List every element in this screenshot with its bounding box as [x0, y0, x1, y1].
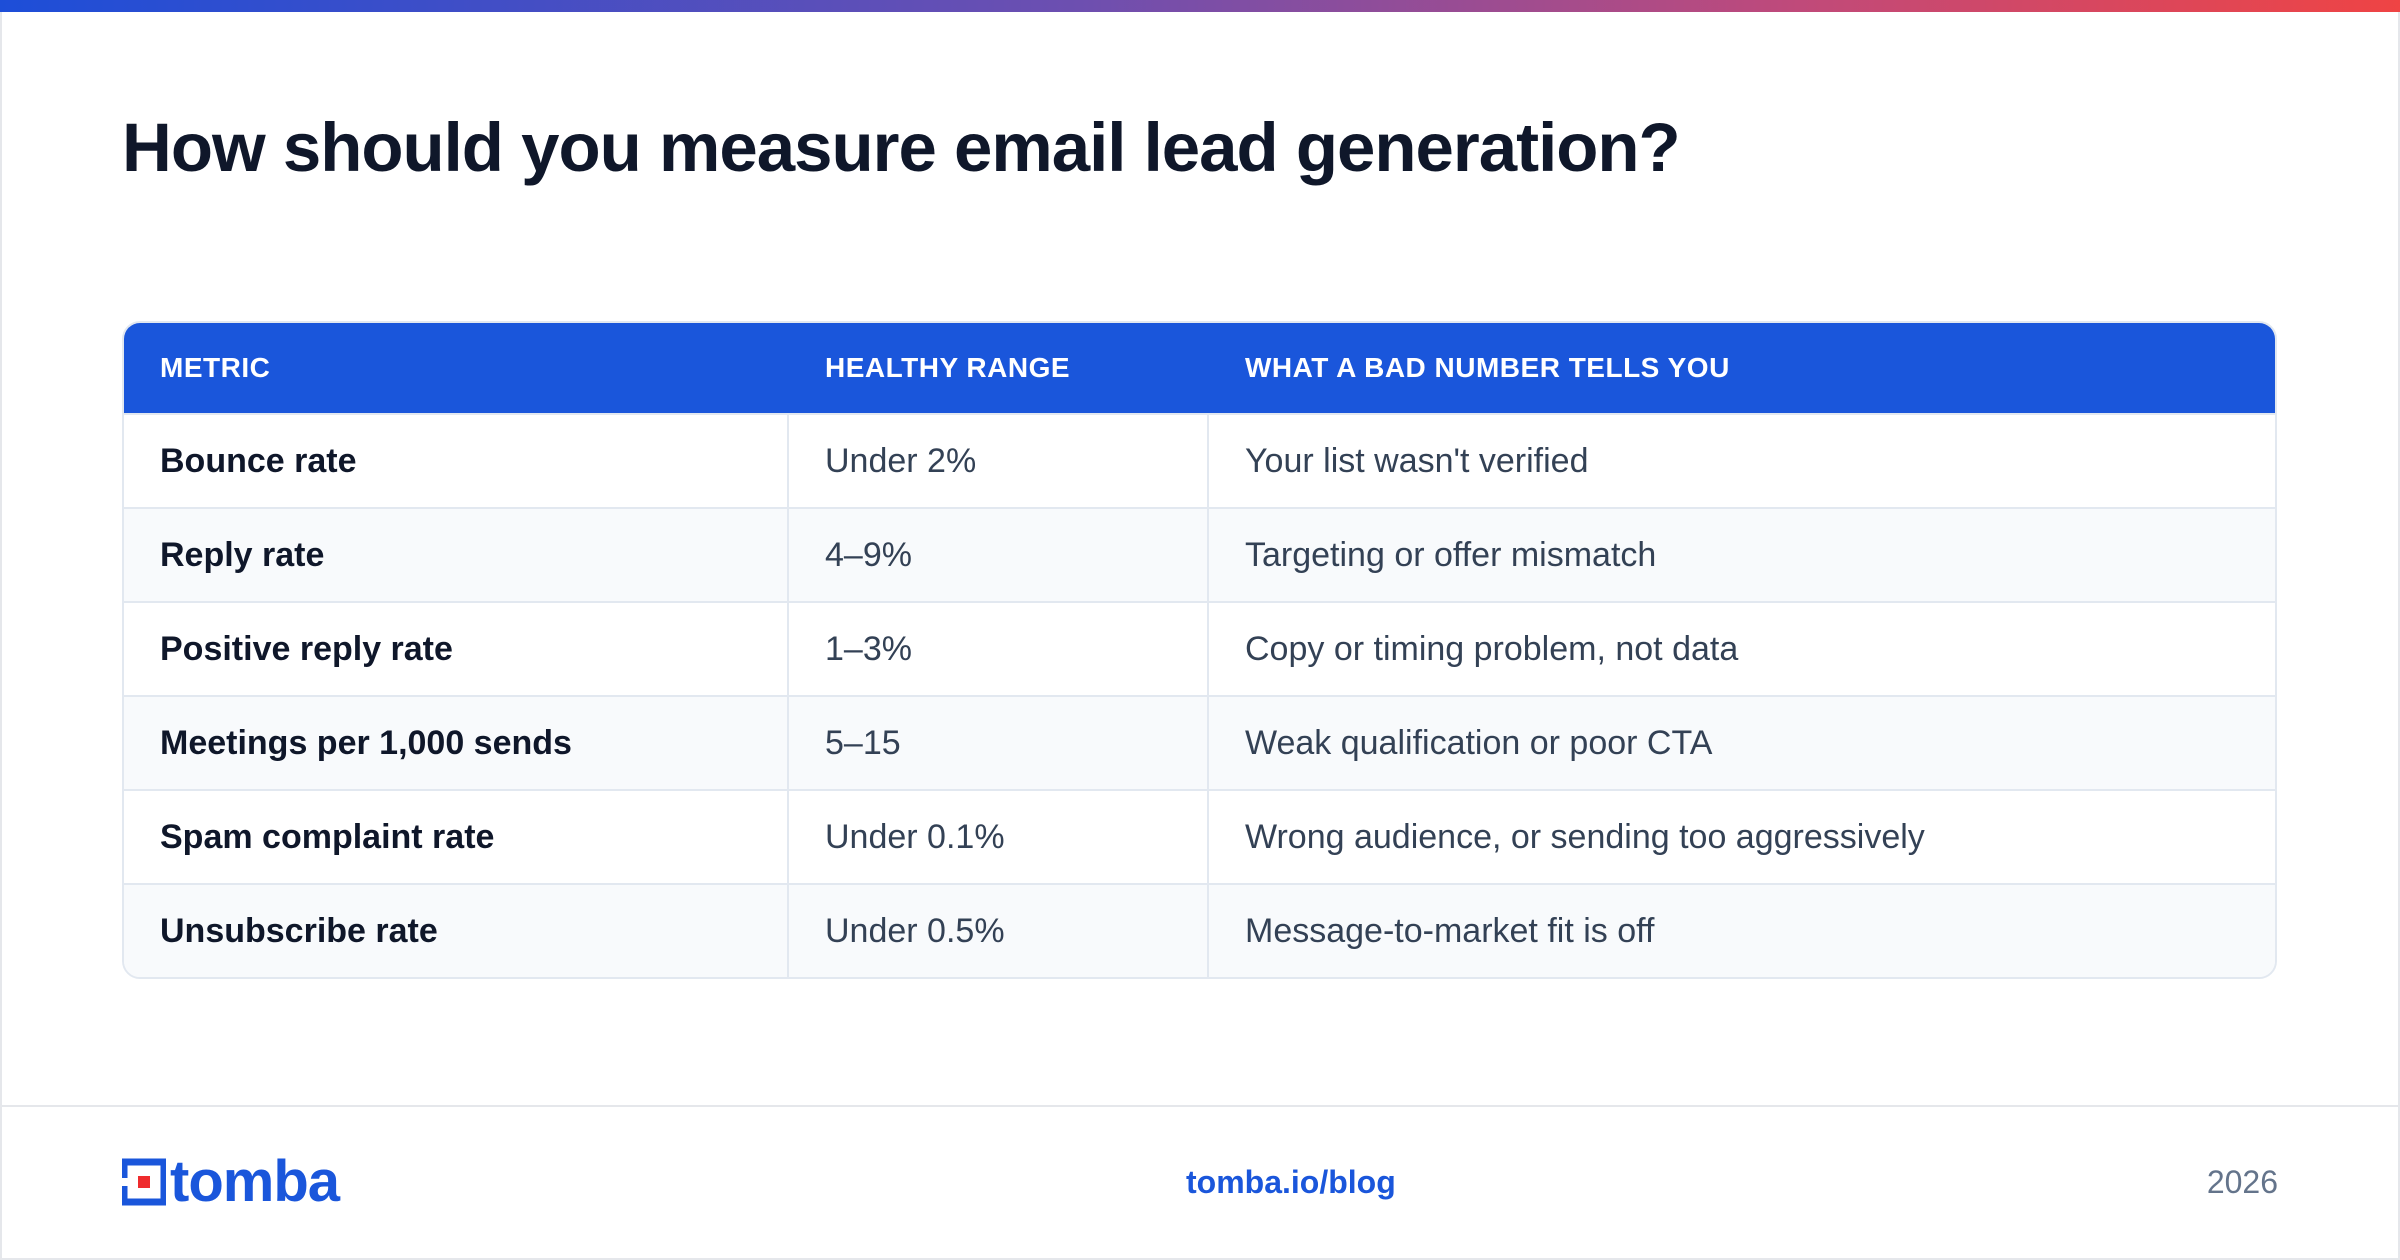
header-healthy-range: HEALTHY RANGE — [825, 352, 1071, 383]
footer-year: 2026 — [2206, 1164, 2278, 1200]
tomba-logo[interactable]: tomba — [120, 1149, 340, 1214]
range-cell: Under 0.5% — [789, 885, 1209, 977]
metric-cell: Reply rate — [124, 509, 789, 601]
table-row: Positive reply rate 1–3% Copy or timing … — [124, 601, 2275, 695]
table-row: Bounce rate Under 2% Your list wasn't ve… — [124, 413, 2275, 507]
blog-link[interactable]: tomba.io/blog — [1186, 1164, 1396, 1200]
meaning-cell: Weak qualification or poor CTA — [1245, 723, 1713, 762]
range-cell: Under 0.1% — [789, 791, 1209, 883]
table-row: Spam complaint rate Under 0.1% Wrong aud… — [124, 789, 2275, 883]
metric-cell: Bounce rate — [124, 415, 789, 507]
table-header: METRIC HEALTHY RANGE WHAT A BAD NUMBER T… — [124, 323, 2275, 413]
header-metric: METRIC — [160, 352, 271, 383]
meaning-cell: Wrong audience, or sending too aggressiv… — [1245, 817, 1925, 856]
range-cell: 5–15 — [789, 697, 1209, 789]
range-cell: Under 2% — [789, 415, 1209, 507]
meaning-cell: Your list wasn't verified — [1245, 441, 1589, 480]
range-cell: 4–9% — [789, 509, 1209, 601]
page-title: How should you measure email lead genera… — [122, 109, 1681, 186]
table-row: Reply rate 4–9% Targeting or offer misma… — [124, 507, 2275, 601]
meaning-cell: Copy or timing problem, not data — [1245, 629, 1739, 668]
footer-divider — [0, 1105, 2400, 1107]
metric-cell: Meetings per 1,000 sends — [124, 697, 789, 789]
tomba-logo-icon — [120, 1158, 168, 1206]
meaning-cell: Message-to-market fit is off — [1245, 911, 1655, 950]
metric-cell: Unsubscribe rate — [124, 885, 789, 977]
range-cell: 1–3% — [789, 603, 1209, 695]
metric-cell: Spam complaint rate — [124, 791, 789, 883]
meaning-cell: Targeting or offer mismatch — [1245, 535, 1657, 574]
header-bad-number: WHAT A BAD NUMBER TELLS YOU — [1245, 352, 1730, 383]
logo-wordmark: tomba — [170, 1149, 340, 1214]
top-gradient-bar — [0, 0, 2400, 12]
table-row: Unsubscribe rate Under 0.5% Message-to-m… — [124, 883, 2275, 977]
metric-cell: Positive reply rate — [124, 603, 789, 695]
table-row: Meetings per 1,000 sends 5–15 Weak quali… — [124, 695, 2275, 789]
metrics-table: METRIC HEALTHY RANGE WHAT A BAD NUMBER T… — [122, 321, 2277, 979]
